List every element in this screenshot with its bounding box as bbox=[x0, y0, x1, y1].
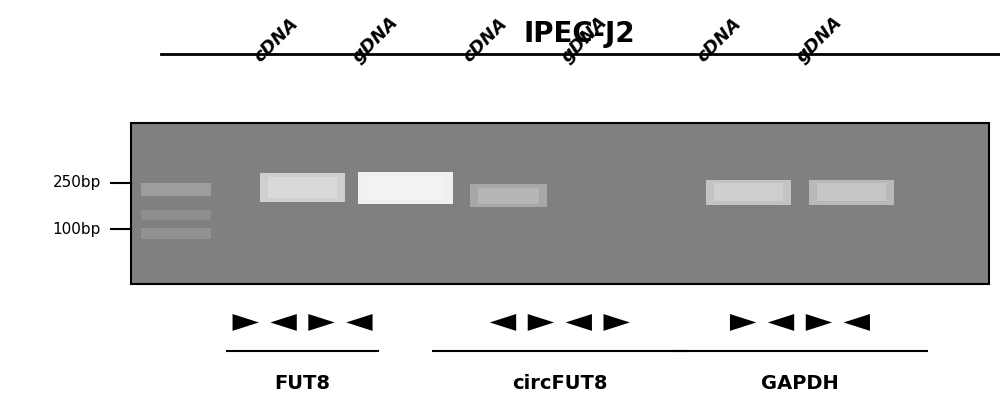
Text: 250bp: 250bp bbox=[53, 175, 101, 190]
Bar bbox=[478, 188, 539, 203]
Bar bbox=[141, 228, 211, 239]
Bar bbox=[368, 176, 443, 199]
Text: 100bp: 100bp bbox=[53, 222, 101, 237]
Text: gDNA: gDNA bbox=[793, 13, 846, 66]
Bar bbox=[470, 184, 547, 207]
Polygon shape bbox=[730, 314, 756, 331]
Bar bbox=[268, 178, 337, 198]
Text: cDNA: cDNA bbox=[250, 14, 301, 66]
Polygon shape bbox=[768, 314, 794, 331]
Text: GAPDH: GAPDH bbox=[761, 374, 839, 393]
Polygon shape bbox=[490, 314, 516, 331]
Text: circFUT8: circFUT8 bbox=[512, 374, 608, 393]
Polygon shape bbox=[346, 314, 373, 331]
Text: gDNA: gDNA bbox=[349, 13, 402, 66]
Bar bbox=[358, 172, 453, 204]
FancyBboxPatch shape bbox=[131, 123, 989, 284]
Bar bbox=[706, 179, 791, 205]
Bar bbox=[141, 183, 211, 196]
Polygon shape bbox=[604, 314, 630, 331]
Text: FUT8: FUT8 bbox=[275, 374, 331, 393]
Bar bbox=[809, 179, 894, 205]
Text: IPEC-J2: IPEC-J2 bbox=[524, 20, 636, 48]
Polygon shape bbox=[308, 314, 335, 331]
Bar bbox=[714, 183, 783, 201]
Polygon shape bbox=[566, 314, 592, 331]
Polygon shape bbox=[806, 314, 832, 331]
Polygon shape bbox=[270, 314, 297, 331]
Polygon shape bbox=[233, 314, 259, 331]
Polygon shape bbox=[844, 314, 870, 331]
Polygon shape bbox=[528, 314, 554, 331]
Text: gDNA: gDNA bbox=[558, 13, 611, 66]
Text: cDNA: cDNA bbox=[694, 14, 745, 66]
Bar bbox=[260, 173, 345, 202]
Bar bbox=[141, 210, 211, 220]
Text: cDNA: cDNA bbox=[459, 14, 511, 66]
Bar bbox=[817, 183, 886, 201]
